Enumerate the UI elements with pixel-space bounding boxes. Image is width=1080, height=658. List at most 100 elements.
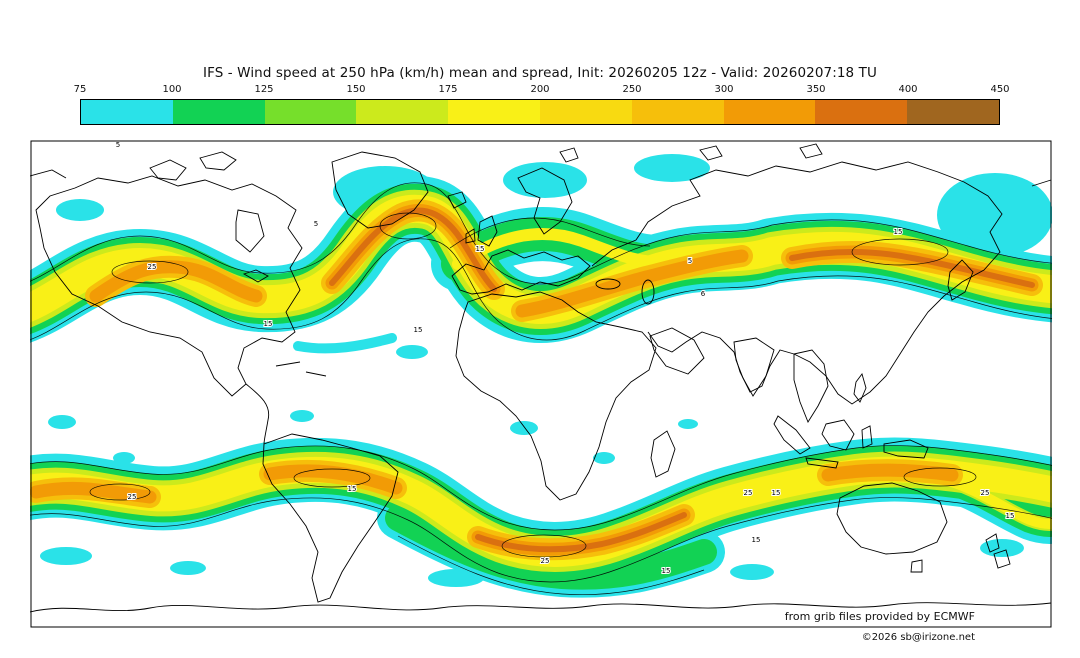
cyan-patch — [980, 539, 1024, 557]
colorbar-segment — [539, 100, 632, 124]
contour-label: 5 — [116, 141, 120, 149]
coast-japan — [947, 259, 974, 301]
colorbar-tick-label: 175 — [438, 84, 458, 95]
contour-label: 25 — [128, 493, 137, 501]
coast-chukotka — [30, 169, 67, 179]
jet-core — [828, 470, 952, 475]
coastlines — [30, 143, 1052, 613]
contour-label: 15 — [476, 245, 485, 253]
cyan-patch — [48, 415, 76, 429]
coast-madagascar — [650, 430, 676, 478]
coast-new-guinea — [883, 439, 929, 459]
contour-labels: 5 25 15 5 15 15 5 15 6 25 15 25 15 15 15 25 15 25 — [115, 140, 1016, 576]
colorbar-tick-label: 400 — [898, 84, 918, 95]
contour-label: 15 — [894, 228, 903, 236]
cyan-patch — [593, 452, 615, 464]
coast-africa — [455, 291, 657, 501]
coast-south-america — [262, 433, 399, 603]
colorbar-segment — [81, 100, 173, 124]
colorbar-tick-label: 450 — [990, 84, 1010, 95]
contour-label: 15 — [752, 536, 761, 544]
colorbar-segment — [815, 100, 908, 124]
coast-greenland — [331, 151, 429, 229]
coast-ireland — [465, 228, 476, 244]
contour-label: 15 — [772, 489, 781, 497]
colorbar-tick-label: 75 — [73, 84, 87, 95]
coast-uk — [477, 215, 498, 247]
coast-great-lakes — [242, 269, 269, 283]
contour-label: 15 — [414, 326, 423, 334]
coast-india — [733, 337, 775, 397]
colorbar-segment — [172, 100, 265, 124]
coast-arabia — [649, 327, 705, 375]
colorbar-segment — [448, 100, 540, 124]
cyan-patch — [937, 173, 1052, 257]
jet-band-layer — [298, 338, 392, 348]
coast-java — [805, 457, 839, 469]
coast-antarctica — [30, 602, 1052, 613]
coast-arctic-islands — [149, 143, 823, 181]
contour-loop — [903, 467, 977, 487]
map-title: IFS - Wind speed at 250 hPa (km/h) mean … — [203, 65, 877, 81]
colorbar-tick-label: 200 — [530, 84, 550, 95]
colorbar-tick-label: 150 — [346, 84, 366, 95]
contour-label: 15 — [1006, 512, 1015, 520]
contour-label: 6 — [701, 290, 706, 298]
coast-sulawesi — [861, 425, 873, 449]
colorbar-tick-label: 300 — [714, 84, 734, 95]
credit-copyright: ©2026 sb@irizone.net — [861, 632, 975, 643]
cyan-patch — [678, 419, 698, 429]
contour-loop — [89, 483, 151, 501]
cyan-patch — [113, 452, 135, 464]
black-sea — [595, 278, 621, 290]
spread-contour-lines — [30, 182, 1052, 596]
credit-ecmwf: from grib files provided by ECMWF — [784, 610, 975, 623]
caspian-sea — [641, 279, 655, 305]
contour-label: 15 — [348, 485, 357, 493]
contour-loop — [293, 468, 371, 488]
coast-new-zealand — [985, 533, 1011, 569]
coast-hudson-bay — [235, 209, 265, 253]
cyan-patch — [396, 345, 428, 359]
contour-label: 25 — [744, 489, 753, 497]
contour-label: 5 — [314, 220, 318, 228]
contour-label: 25 — [541, 557, 550, 565]
colorbar-segment — [264, 100, 357, 124]
coast-scandinavia — [517, 167, 573, 235]
wind-speed-bands — [30, 154, 1052, 587]
colorbar-tick-labels: 75 100 125 150 175 200 250 300 350 400 450 — [74, 84, 1010, 97]
contour-loop — [379, 212, 437, 240]
colorbar-tick-label: 125 — [254, 84, 274, 95]
cyan-patch — [290, 410, 314, 422]
cyan-patch — [503, 162, 587, 198]
contour-loop — [111, 260, 189, 284]
contour-loop — [501, 534, 587, 558]
colorbar — [80, 99, 1000, 125]
colorbar-tick-label: 100 — [162, 84, 182, 95]
cyan-patch — [634, 154, 710, 182]
contour-label: 25 — [981, 489, 990, 497]
contour-label: 5 — [688, 257, 692, 265]
cyan-patch — [170, 561, 206, 575]
cyan-patch — [510, 421, 538, 435]
coast-philippines — [853, 373, 867, 403]
colorbar-segment — [723, 100, 816, 124]
contour-loop — [851, 238, 949, 266]
colorbar-segment — [631, 100, 724, 124]
coast-sumatra — [773, 415, 811, 455]
coast-north-america — [35, 175, 303, 397]
coast-borneo — [821, 419, 855, 451]
map-frame — [30, 140, 1052, 628]
coast-tasmania — [910, 559, 923, 573]
contour-label: 15 — [662, 567, 671, 575]
coast-central-america — [245, 383, 270, 445]
contour-label: 25 — [148, 263, 157, 271]
contour-label: 15 — [264, 320, 273, 328]
cyan-patch — [40, 547, 92, 565]
colorbar-segment — [907, 100, 999, 124]
coast-bering — [1031, 179, 1052, 187]
cyan-patch — [730, 564, 774, 580]
world-wind-map: 5 25 15 5 15 15 5 15 6 25 15 25 15 15 15 25 15 25 — [30, 140, 1052, 628]
coast-europe — [451, 249, 591, 295]
colorbar-tick-label: 250 — [622, 84, 642, 95]
